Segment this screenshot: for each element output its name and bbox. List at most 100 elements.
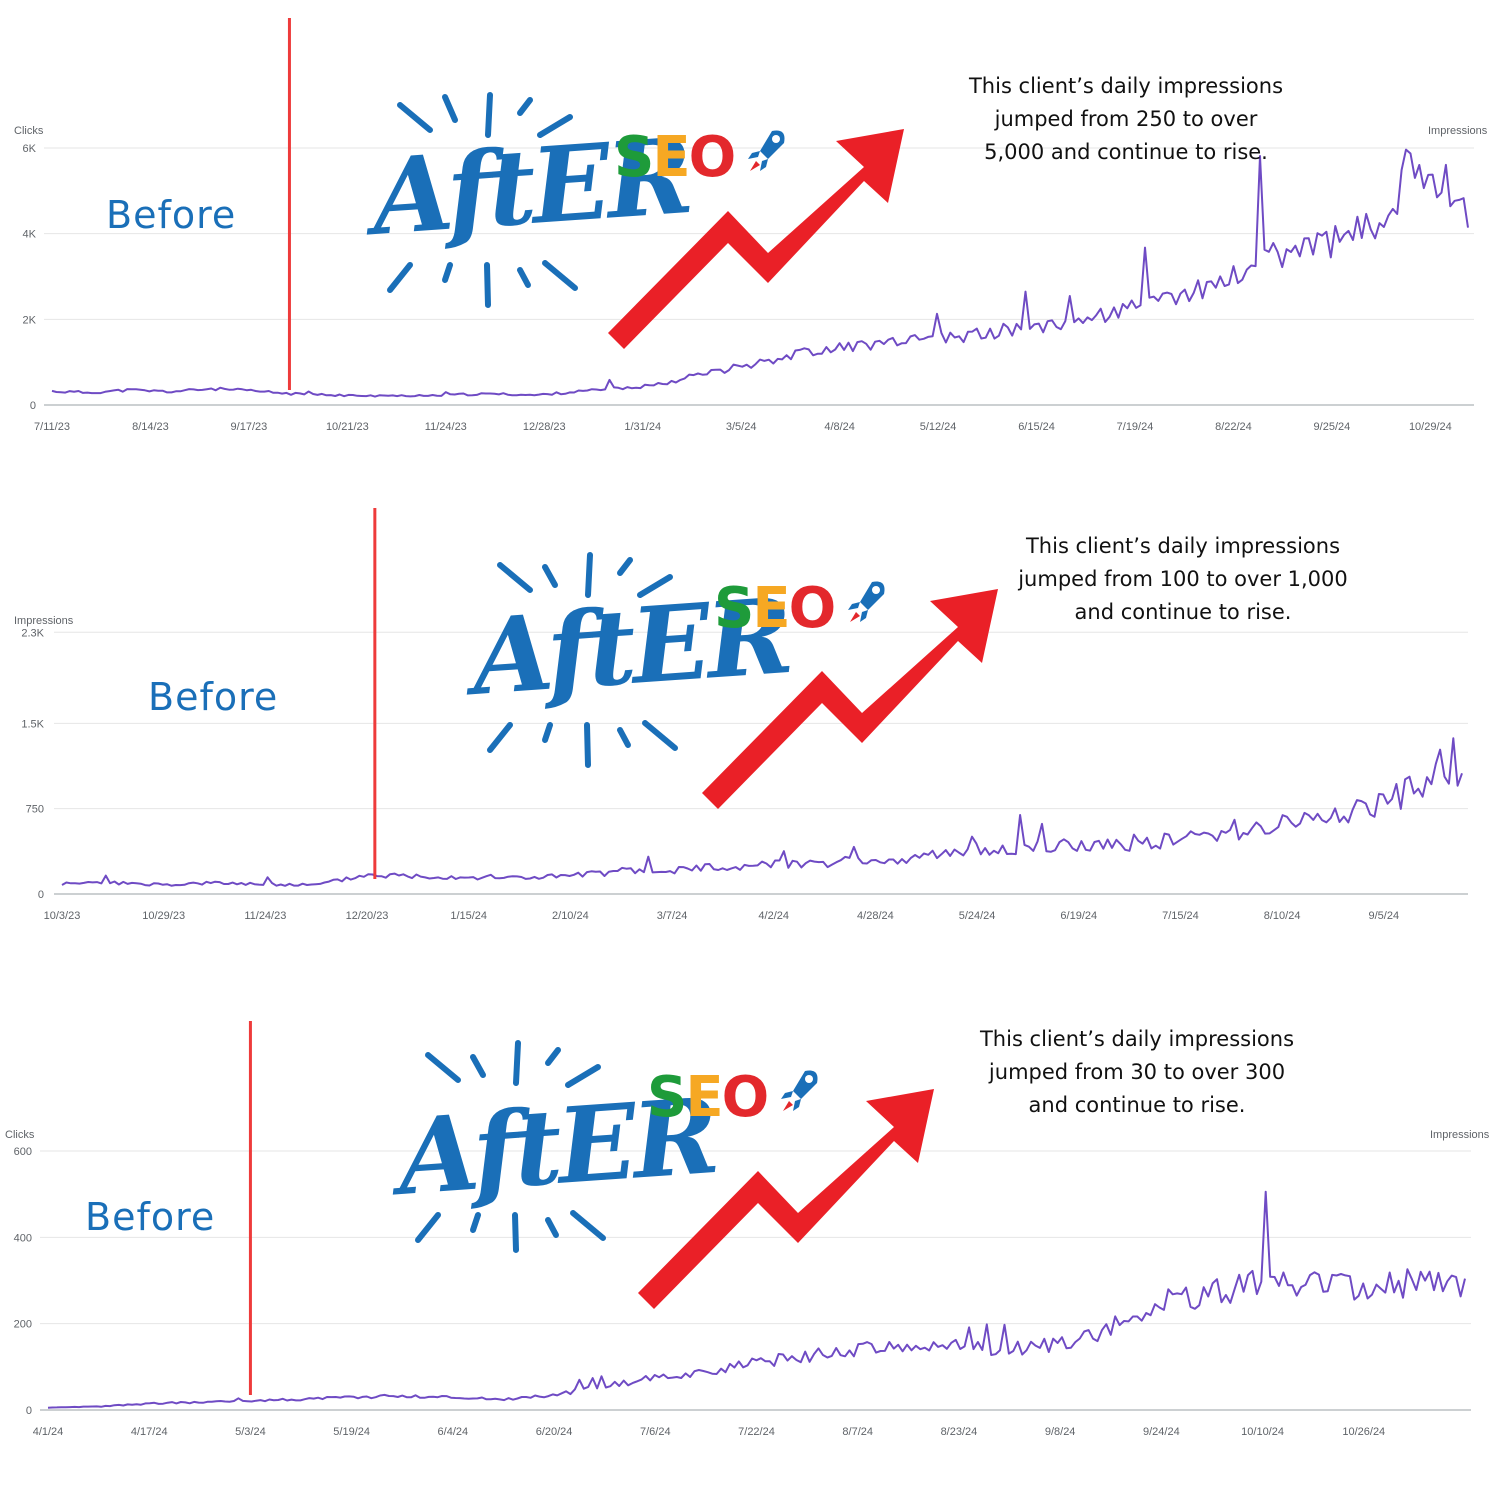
right-axis-title: Impressions <box>1428 125 1488 137</box>
x-tick-label: 8/23/24 <box>941 1426 978 1438</box>
panel-2: 0 750 1.5K 2.3K 10/3/23 10/29/23 11/24/23 12/20… <box>0 490 1500 960</box>
rocket-icon <box>747 130 785 171</box>
x-tick-label: 4/17/24 <box>131 1426 168 1438</box>
x-tick-label: 9/24/24 <box>1143 1426 1180 1438</box>
x-tick-label: 5/3/24 <box>235 1426 266 1438</box>
caption-line-3: 5,000 and continue to rise. <box>984 140 1268 164</box>
x-tick-label: 2/10/24 <box>552 910 589 922</box>
x-tick-label: 7/6/24 <box>640 1426 671 1438</box>
caption-line-3: and continue to rise. <box>1028 1093 1246 1117</box>
caption-line-1: This client’s daily impressions <box>979 1027 1295 1051</box>
x-tick-label: 11/24/23 <box>425 421 467 433</box>
x-tick-label: 10/10/24 <box>1241 1426 1284 1438</box>
seo-letter-s: S <box>614 125 654 190</box>
y-tick-label: 2K <box>23 314 37 326</box>
x-tick-label: 3/5/24 <box>726 421 757 433</box>
x-tick-label: 10/21/23 <box>326 421 369 433</box>
seo-letter-o: O <box>721 1065 770 1130</box>
x-tick-label: 9/8/24 <box>1045 1426 1076 1438</box>
series-line <box>47 1190 1466 1409</box>
burst-icon <box>487 552 678 768</box>
x-tick-label: 8/14/23 <box>132 421 169 433</box>
trend-arrow-icon <box>702 589 998 809</box>
x-tick-label: 1/15/24 <box>450 910 487 922</box>
x-tick-label: 8/10/24 <box>1264 910 1301 922</box>
right-axis-title: Impressions <box>1430 1129 1490 1141</box>
x-tick-label: 8/7/24 <box>842 1426 873 1438</box>
x-tick-label: 7/19/24 <box>1117 421 1154 433</box>
y-tick-label: 1.5K <box>21 718 44 730</box>
x-tick-label: 6/15/24 <box>1018 421 1055 433</box>
y-tick-label: 400 <box>14 1232 32 1244</box>
y-tick-label: 0 <box>30 400 36 412</box>
rocket-icon <box>847 581 885 622</box>
x-tick-label: 6/19/24 <box>1060 910 1097 922</box>
series-line <box>51 148 1469 398</box>
rocket-icon <box>780 1070 818 1111</box>
x-tick-label: 5/19/24 <box>333 1426 370 1438</box>
caption: This client’s daily impressions jumped f… <box>1003 530 1363 629</box>
seo-letter-e: E <box>652 125 690 190</box>
caption: This client’s daily impressions jumped f… <box>957 1023 1317 1122</box>
x-tick-label: 4/1/24 <box>33 1426 64 1438</box>
x-tick-label: 4/2/24 <box>758 910 789 922</box>
seo-logo: SEO <box>714 576 888 641</box>
x-tick-label: 7/11/23 <box>34 421 70 433</box>
x-tick-label: 12/20/23 <box>346 910 389 922</box>
y-tick-label: 600 <box>14 1146 32 1158</box>
caption-line-2: jumped from 30 to over 300 <box>988 1060 1286 1084</box>
x-tick-label: 8/22/24 <box>1215 421 1252 433</box>
x-tick-label: 6/20/24 <box>536 1426 573 1438</box>
x-tick-label: 10/26/24 <box>1342 1426 1385 1438</box>
chart-2: 0 750 1.5K 2.3K 10/3/23 10/29/23 11/24/23 12/20… <box>21 508 1468 922</box>
x-tick-label: 10/29/23 <box>142 910 185 922</box>
x-tick-label: 10/29/24 <box>1409 421 1452 433</box>
left-axis-title: Clicks <box>5 1129 35 1141</box>
x-tick-label: 9/17/23 <box>231 421 268 433</box>
x-tick-label: 7/22/24 <box>738 1426 775 1438</box>
y-tick-label: 6K <box>23 143 37 155</box>
seo-letter-o: O <box>688 125 737 190</box>
x-tick-label: 7/15/24 <box>1162 910 1199 922</box>
trend-arrow-icon <box>608 129 904 349</box>
x-tick-label: 5/12/24 <box>920 421 957 433</box>
left-axis-title: Clicks <box>14 125 44 137</box>
panel-1: 0 2K 4K 6K 7/11/23 8/14/23 9/17/23 10/21/23 11/2… <box>0 0 1500 470</box>
caption: This client’s daily impressions jumped f… <box>946 70 1306 169</box>
chart-3: 0 200 400 600 4/1/24 4/17/24 5/3/24 5/19/24 6/4/… <box>14 1021 1471 1438</box>
seo-letter-e: E <box>752 576 790 641</box>
panel-3: 0 200 400 600 4/1/24 4/17/24 5/3/24 5/19/24 6/4/… <box>0 1005 1500 1475</box>
x-tick-label: 4/8/24 <box>824 421 855 433</box>
y-tick-label: 4K <box>23 229 37 241</box>
x-tick-label: 9/25/24 <box>1314 421 1351 433</box>
caption-line-1: This client’s daily impressions <box>968 74 1284 98</box>
x-tick-label: 6/4/24 <box>438 1426 469 1438</box>
x-tick-label: 12/28/23 <box>523 421 566 433</box>
x-tick-label: 9/5/24 <box>1368 910 1399 922</box>
y-tick-label: 2.3K <box>21 627 44 639</box>
seo-logo: SEO <box>614 125 788 190</box>
caption-line-3: and continue to rise. <box>1074 600 1292 624</box>
x-tick-label: 3/7/24 <box>657 910 688 922</box>
x-tick-label: 4/28/24 <box>857 910 894 922</box>
x-tick-label: 1/31/24 <box>624 421 661 433</box>
x-tick-label: 10/3/23 <box>44 910 81 922</box>
before-label: Before <box>85 1195 216 1239</box>
before-label: Before <box>106 193 237 237</box>
caption-line-2: jumped from 250 to over <box>994 107 1258 131</box>
x-tick-label: 5/24/24 <box>959 910 996 922</box>
seo-letter-o: O <box>788 576 837 641</box>
burst-icon <box>387 92 578 308</box>
caption-line-2: jumped from 100 to over 1,000 <box>1018 567 1348 591</box>
before-label: Before <box>148 675 279 719</box>
trend-arrow-icon <box>638 1089 934 1309</box>
seo-letter-e: E <box>685 1065 723 1130</box>
chart-1: 0 2K 4K 6K 7/11/23 8/14/23 9/17/23 10/21/23 11/2… <box>23 18 1474 433</box>
y-tick-label: 0 <box>38 889 44 901</box>
seo-letter-s: S <box>714 576 754 641</box>
x-tick-label: 11/24/23 <box>244 910 286 922</box>
series-line <box>61 737 1463 887</box>
caption-line-1: This client’s daily impressions <box>1025 534 1341 558</box>
burst-icon <box>415 1040 606 1253</box>
left-axis-title: Impressions <box>14 615 74 627</box>
